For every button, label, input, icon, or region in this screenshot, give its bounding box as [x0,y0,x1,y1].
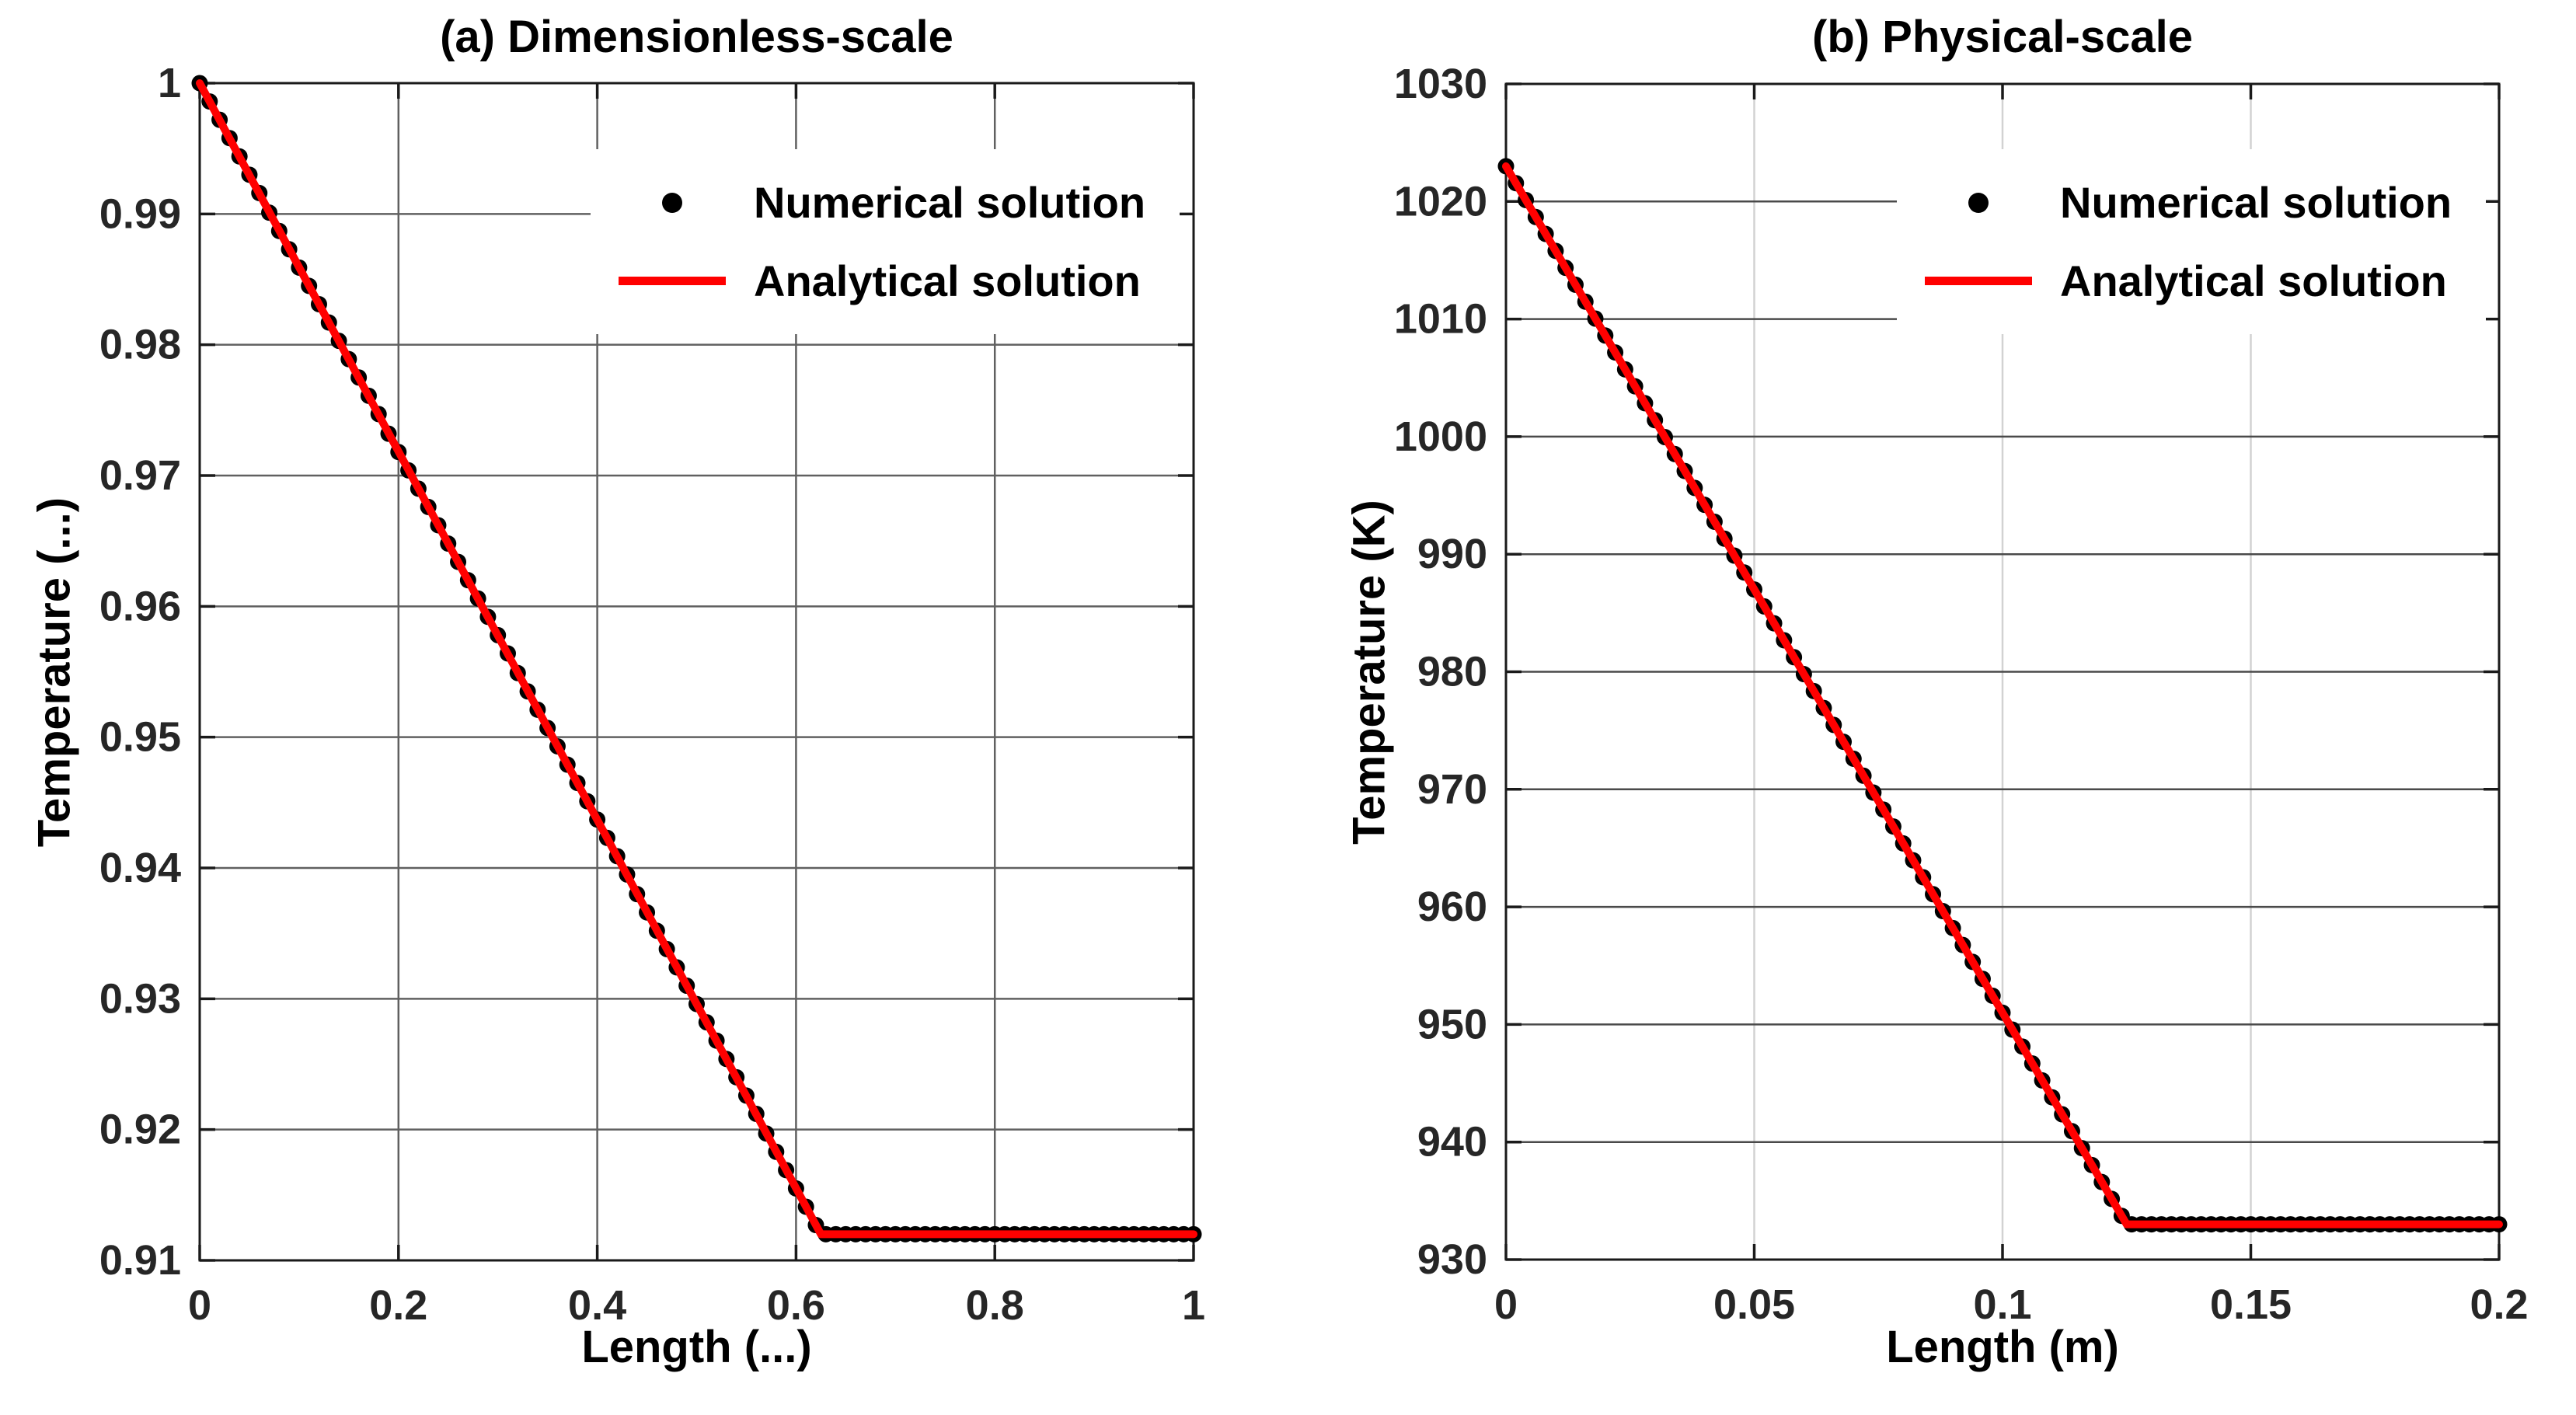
y-tick-label: 950 [1417,1001,1487,1047]
x-tick-label: 0.4 [568,1282,626,1329]
line-marker-icon [1925,277,2032,285]
x-tick-label: 0.6 [767,1282,825,1329]
analytical-line [196,79,1197,1239]
y-tick-label: 930 [1417,1236,1487,1283]
subplot-b-canvas: 0 0.05 0.1 0.15 0.2 930 940 950 960 970 980 990 1000… [1394,61,2529,1328]
analytical-line [1502,162,2503,1229]
x-tick-label: 0.2 [2470,1281,2528,1328]
y-tick-label: 1000 [1394,413,1487,460]
line-marker-icon [619,277,726,285]
y-tick-label: 0.98 [99,322,181,368]
x-tick-label: 0.8 [966,1282,1024,1329]
subplot-a-title: (a) Dimensionless-scale [440,12,953,62]
legend-item-numerical: Numerical solution [591,177,1180,228]
y-tick-label: 980 [1417,649,1487,695]
subplot-a-xlabel: Length (...) [581,1322,812,1372]
axes-box [1504,82,2501,1261]
subplot-b-title: (b) Physical-scale [1812,12,2193,62]
y-tick-label: 0.96 [99,583,181,629]
legend-label-analytical: Analytical solution [754,256,1141,305]
y-tick-label: 940 [1417,1119,1487,1166]
x-tick-label: 0.1 [1973,1281,2031,1328]
legend-marker-cell [591,192,754,213]
x-tick-label: 1 [1182,1282,1205,1329]
y-tick-label: 1010 [1394,296,1487,343]
y-tick-label: 0.94 [99,845,181,891]
subplot-a-legend: Numerical solution Analytical solution [591,149,1180,334]
x-tick-label: 0.05 [1713,1281,1795,1328]
y-tick-label: 1030 [1394,61,1487,107]
y-tick-label: 1 [158,60,181,106]
subplot-b-xlabel: Length (m) [1886,1322,2119,1372]
y-tick-label: 960 [1417,884,1487,930]
legend-marker-cell [1897,277,2060,285]
y-tick-label: 970 [1417,766,1487,813]
x-tick-label: 0 [188,1282,211,1329]
y-tick-label: 990 [1417,531,1487,577]
x-tick-label: 0.15 [2210,1281,2292,1328]
scatter-dot-marker-icon [1968,192,1989,213]
subplot-a-ylabel: Temperature (...) [29,497,80,848]
legend-marker-cell [1897,192,2060,213]
legend-marker-cell [591,277,754,285]
legend-item-analytical: Analytical solution [1897,256,2486,306]
subplot-a-canvas: 0 0.2 0.4 0.6 0.8 1 0.91 0.92 0.93 0.94 0.95 0.96 0.… [99,60,1205,1329]
y-tick-label: 0.99 [99,190,181,237]
y-tick-label: 0.91 [99,1237,181,1284]
y-tick-label: 0.95 [99,714,181,761]
y-tick-label: 0.97 [99,452,181,499]
x-tick-label: 0.2 [369,1282,427,1329]
legend-item-numerical: Numerical solution [1897,177,2486,228]
subplot-b-ylabel: Temperature (K) [1344,500,1395,845]
scatter-dot-marker-icon [662,192,682,213]
y-tick-label: 0.93 [99,975,181,1022]
subplot-b-legend: Numerical solution Analytical solution [1897,149,2486,334]
y-tick-label: 1020 [1394,178,1487,225]
legend-item-analytical: Analytical solution [591,256,1180,306]
legend-label-numerical: Numerical solution [754,178,1146,227]
legend-label-analytical: Analytical solution [2060,256,2447,305]
y-tick-label: 0.92 [99,1107,181,1153]
legend-label-numerical: Numerical solution [2060,178,2452,227]
axes-box [198,82,1195,1262]
x-tick-label: 0 [1494,1281,1518,1328]
